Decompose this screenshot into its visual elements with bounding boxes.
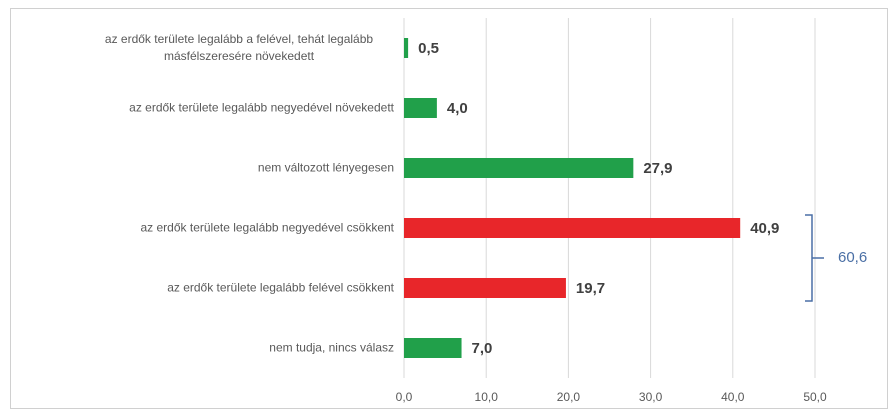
data-label: 7,0	[472, 340, 493, 357]
bar	[404, 218, 741, 238]
category-text: nem tudja, nincs válasz	[269, 340, 394, 355]
data-label: 27,9	[643, 160, 672, 177]
x-tick-label: 20,0	[557, 390, 581, 404]
data-label: 4,0	[447, 100, 468, 117]
x-tick-label: 50,0	[803, 390, 827, 404]
bar	[404, 278, 566, 298]
bracket	[805, 214, 824, 302]
category-label: az erdők területe legalább negyedével cs…	[141, 220, 395, 237]
data-label: 0,5	[418, 40, 439, 57]
category-label: az erdők területe legalább a felével, te…	[84, 31, 394, 65]
x-tick-label: 10,0	[475, 390, 499, 404]
bar	[404, 98, 437, 118]
bar	[404, 38, 409, 58]
category-label: nem változott lényegesen	[258, 160, 394, 177]
category-text: az erdők területe legalább a felével, te…	[104, 32, 374, 63]
x-tick-label: 40,0	[721, 390, 745, 404]
category-label: nem tudja, nincs válasz	[269, 340, 394, 357]
x-tick-label: 30,0	[639, 390, 663, 404]
category-text: az erdők területe legalább negyedével cs…	[140, 220, 395, 235]
bar	[404, 338, 462, 358]
data-label: 19,7	[576, 280, 605, 297]
x-tick-label: 0,0	[396, 390, 413, 404]
category-label: az erdők területe legalább felével csökk…	[167, 280, 394, 297]
category-text: az erdők területe legalább felével csökk…	[167, 280, 394, 295]
bar	[404, 158, 634, 178]
category-text: az erdők területe legalább negyedével nö…	[129, 100, 394, 115]
bracket-label: 60,6	[838, 249, 867, 266]
category-label: az erdők területe legalább negyedével nö…	[129, 100, 394, 117]
data-label: 40,9	[750, 220, 779, 237]
category-text: nem változott lényegesen	[257, 160, 394, 175]
